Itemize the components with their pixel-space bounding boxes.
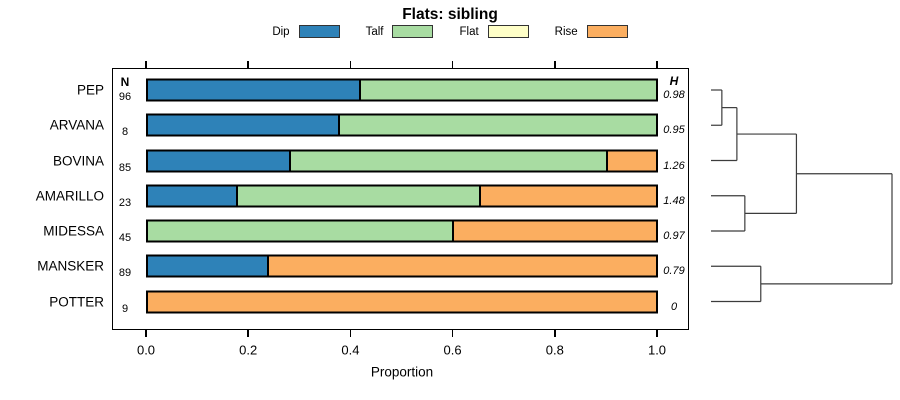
h-column-header: H bbox=[669, 74, 679, 88]
bar-segment-talf bbox=[289, 151, 607, 170]
tick-bottom bbox=[145, 330, 147, 337]
bar-arvana bbox=[146, 113, 658, 137]
bar-segment-talf bbox=[148, 221, 452, 241]
x-tick-label: 0.2 bbox=[239, 342, 258, 358]
tick-top bbox=[554, 61, 556, 68]
bar-segment-rise bbox=[148, 292, 656, 311]
tick-top bbox=[145, 61, 147, 68]
tick-top bbox=[451, 61, 454, 68]
bar-segment-rise bbox=[267, 256, 656, 276]
bar-mansker bbox=[146, 254, 658, 278]
bar-segment-talf bbox=[337, 115, 656, 135]
legend-label: Flat bbox=[459, 25, 479, 38]
legend-item-talf: Talf bbox=[366, 25, 434, 38]
x-tick-label: 0.6 bbox=[443, 342, 462, 358]
h-value: 0.79 bbox=[663, 265, 685, 278]
bar-segment-talf bbox=[359, 80, 656, 100]
bar-amarillo bbox=[146, 184, 658, 208]
n-value: 89 bbox=[118, 267, 132, 280]
h-value: 0.98 bbox=[663, 89, 685, 101]
legend-swatch-talf bbox=[392, 25, 434, 38]
chart-title: Flats: sibling bbox=[402, 6, 498, 23]
category-label-arvana: ARVANA bbox=[49, 117, 104, 133]
legend-item-rise: Rise bbox=[555, 25, 628, 38]
legend-item-dip: Dip bbox=[272, 25, 340, 38]
legend-item-flat: Flat bbox=[459, 25, 529, 38]
legend-swatch-dip bbox=[298, 25, 340, 38]
n-value: 9 bbox=[121, 302, 129, 315]
n-value: 85 bbox=[118, 161, 132, 174]
bar-pep bbox=[146, 78, 658, 102]
category-label-mansker: MANSKER bbox=[37, 258, 104, 274]
tick-bottom bbox=[349, 330, 352, 337]
plot-area bbox=[112, 68, 689, 330]
n-value: 8 bbox=[121, 126, 129, 139]
x-tick-label: 0.4 bbox=[341, 342, 360, 358]
bar-segment-talf bbox=[235, 186, 479, 206]
x-tick-label: 1.0 bbox=[647, 342, 667, 358]
legend-label: Talf bbox=[365, 25, 384, 38]
h-value: 0.95 bbox=[663, 124, 685, 137]
tick-bottom bbox=[247, 330, 249, 337]
bar-segment-dip bbox=[148, 115, 338, 135]
tick-top bbox=[349, 61, 352, 68]
bar-segment-rise bbox=[478, 186, 656, 206]
category-label-amarillo: AMARILLO bbox=[35, 188, 104, 204]
bar-segment-dip bbox=[148, 256, 268, 276]
legend-swatch-rise bbox=[586, 25, 628, 38]
tick-bottom bbox=[554, 330, 556, 337]
bar-potter bbox=[146, 290, 658, 313]
category-label-midessa: MIDESSA bbox=[43, 223, 104, 239]
bar-segment-dip bbox=[148, 186, 236, 206]
legend-label: Rise bbox=[554, 25, 578, 38]
bar-segment-rise bbox=[451, 221, 656, 241]
x-tick-label: 0.8 bbox=[545, 342, 564, 358]
bar-midessa bbox=[146, 219, 658, 243]
n-value: 96 bbox=[118, 91, 132, 103]
category-label-bovina: BOVINA bbox=[52, 153, 104, 168]
h-value: 0.97 bbox=[663, 230, 685, 242]
x-tick-label: 0.0 bbox=[136, 342, 156, 358]
legend: Dip Talf Flat Rise bbox=[0, 25, 900, 38]
x-axis-label: Proportion bbox=[370, 364, 434, 380]
bar-segment-dip bbox=[148, 80, 359, 100]
bar-segment-dip bbox=[148, 151, 290, 170]
tick-top bbox=[656, 61, 658, 68]
h-value: 1.26 bbox=[663, 159, 685, 172]
legend-label: Dip bbox=[272, 25, 290, 38]
tick-bottom bbox=[656, 330, 658, 337]
n-column-header: N bbox=[120, 75, 130, 89]
n-value: 23 bbox=[118, 196, 132, 209]
bar-bovina bbox=[146, 149, 658, 172]
n-value: 45 bbox=[118, 232, 132, 244]
tick-top bbox=[247, 61, 249, 68]
h-value: 1.48 bbox=[663, 194, 685, 207]
bar-segment-rise bbox=[606, 151, 656, 170]
category-label-pep: PEP bbox=[76, 82, 104, 98]
h-value: 0 bbox=[670, 300, 678, 313]
legend-swatch-flat bbox=[487, 25, 529, 38]
category-label-potter: POTTER bbox=[49, 294, 104, 309]
tick-bottom bbox=[451, 330, 454, 337]
